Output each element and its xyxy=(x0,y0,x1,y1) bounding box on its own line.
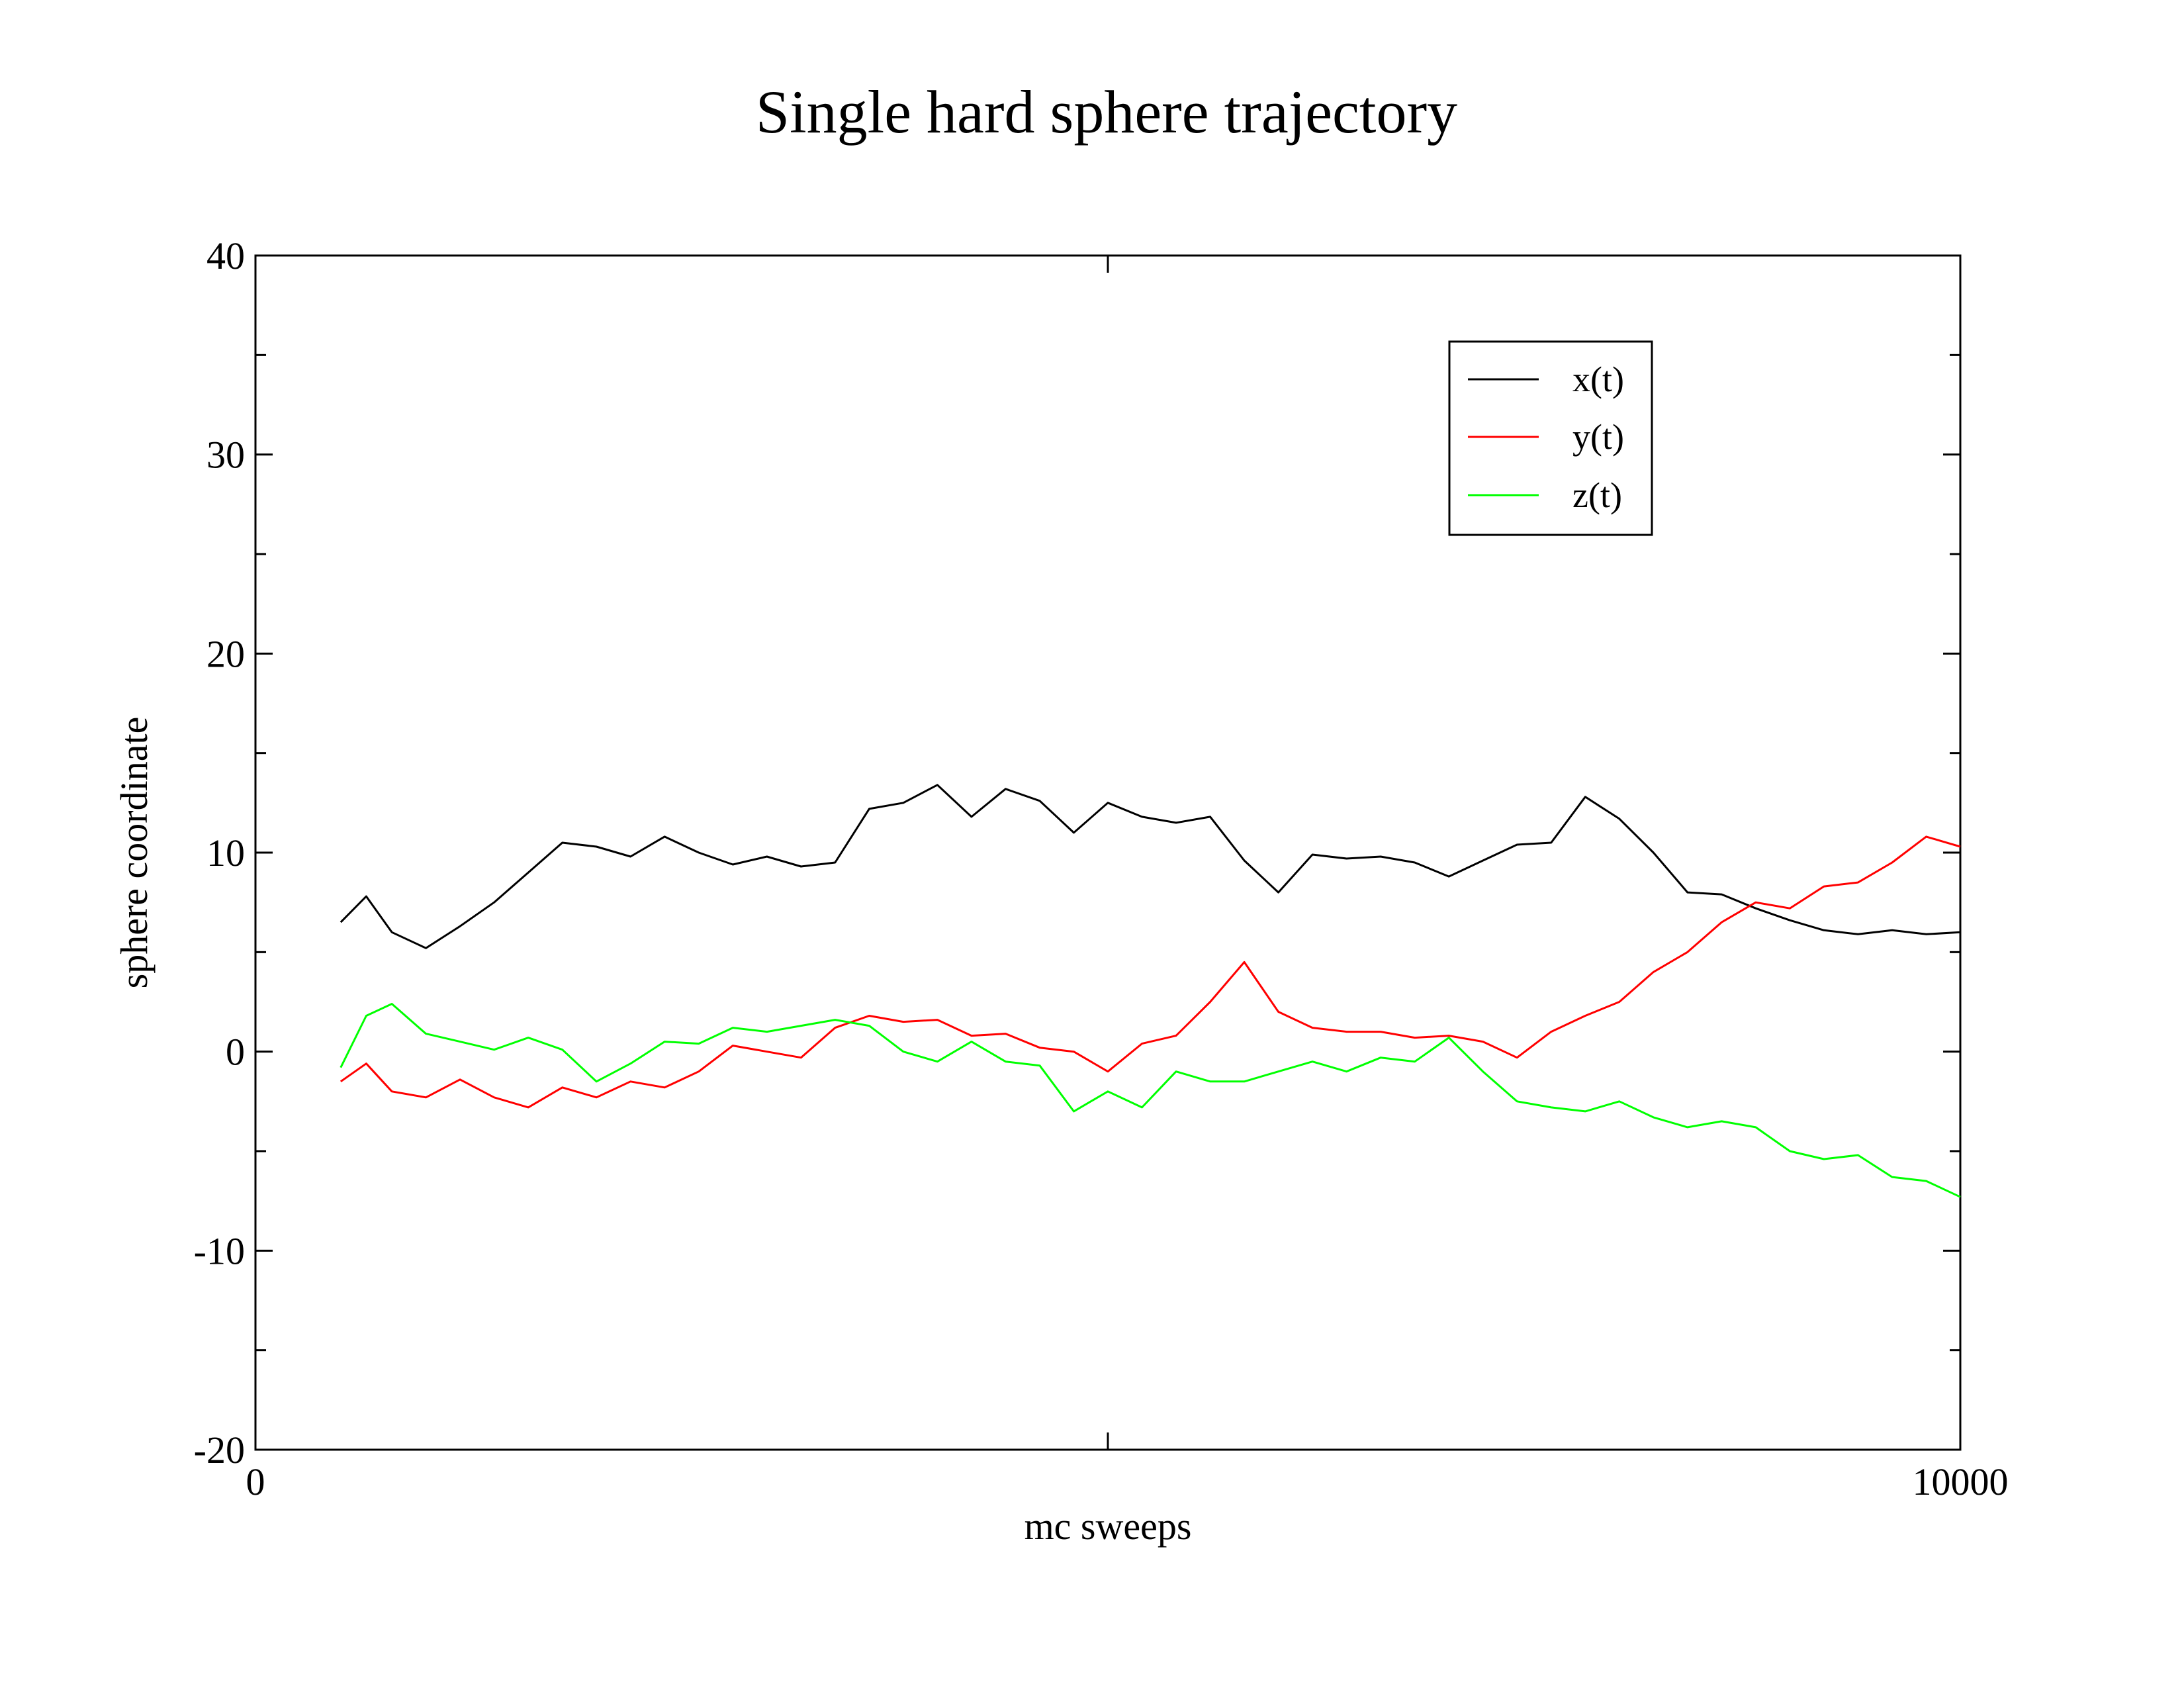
legend-box xyxy=(1448,340,1653,536)
legend-label-z: z(t) xyxy=(1572,475,1622,515)
axis-ticks xyxy=(254,254,1962,1451)
x-tick-label: 0 xyxy=(246,1460,265,1503)
y-tick-label: 0 xyxy=(226,1031,245,1074)
series-lines xyxy=(340,784,1961,1198)
x-axis-label: mc sweeps xyxy=(1024,1505,1192,1548)
y-tick-label: -10 xyxy=(194,1229,245,1272)
plot-frame xyxy=(254,254,1962,1451)
x-tick-label: 10000 xyxy=(1913,1460,2009,1503)
y-axis-label: sphere coordinate xyxy=(113,717,156,989)
tick-labels: -20 -10 0 10 20 30 40 0 10000 xyxy=(194,234,2009,1503)
series-line-y xyxy=(340,835,1961,1109)
legend-label-y: y(t) xyxy=(1572,417,1624,457)
y-tick-label: 30 xyxy=(206,434,245,477)
series-line-z xyxy=(340,1003,1961,1198)
legend: x(t) y(t) z(t) xyxy=(1448,340,1653,536)
y-tick-label: 20 xyxy=(206,632,245,675)
y-tick-label: 10 xyxy=(206,831,245,874)
y-tick-label: -20 xyxy=(194,1429,245,1472)
y-tick-label: 40 xyxy=(206,234,245,277)
chart-title: Single hard sphere trajectory xyxy=(756,78,1457,146)
series-line-x xyxy=(340,784,1961,949)
legend-label-x: x(t) xyxy=(1572,359,1624,399)
